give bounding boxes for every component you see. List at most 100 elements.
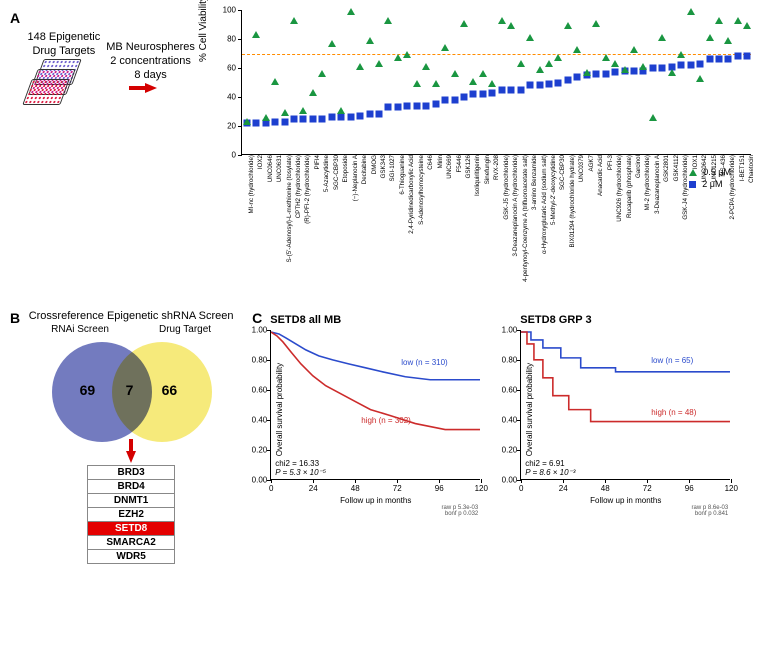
point-2um	[253, 120, 260, 127]
point-2um	[630, 67, 637, 74]
point-05um	[460, 20, 468, 27]
point-2um	[508, 86, 515, 93]
point-2um	[612, 69, 619, 76]
point-05um	[706, 34, 714, 41]
gene-row: BRD3	[88, 466, 174, 480]
point-2um	[319, 115, 326, 122]
point-05um	[611, 60, 619, 67]
point-05um	[526, 34, 534, 41]
point-05um	[639, 63, 647, 70]
km-plot: SETD8 all MB Overall survival probabilit…	[270, 314, 500, 564]
x-axis-label: MI-nc (hydrochloride)	[248, 155, 255, 213]
panel-b-label: B	[10, 310, 20, 564]
point-2um	[649, 65, 656, 72]
x-axis-label: MI-2 (hydrochloride)	[644, 155, 651, 210]
x-axis-label: Mirin	[437, 155, 444, 168]
x-axis-label: I-BET151	[739, 155, 746, 181]
point-05um	[649, 114, 657, 121]
point-2um	[697, 60, 704, 67]
point-05um	[252, 31, 260, 38]
x-axis-label: (−)-Neplanocin A	[352, 155, 359, 201]
point-2um	[272, 118, 279, 125]
x-axis-label: PFI-3	[607, 155, 614, 170]
point-2um	[678, 62, 685, 69]
point-2um	[460, 94, 467, 101]
x-axis-label: RVX-208	[493, 155, 500, 180]
x-axis-label: 5-Methyl-2'-deoxycytidine	[550, 155, 557, 225]
point-05um	[281, 109, 289, 116]
point-2um	[338, 114, 345, 121]
point-2um	[517, 86, 524, 93]
x-axis-label: GSK343	[380, 155, 387, 178]
x-axis-label: C646	[427, 155, 434, 170]
x-axis-label: Rucaparib (phosphate)	[626, 155, 633, 218]
point-2um	[659, 65, 666, 72]
point-05um	[441, 44, 449, 51]
x-axis-label: UNC926 (hydrochloride)	[616, 155, 623, 222]
x-axis-label: SGC-CBP30	[559, 155, 566, 190]
point-05um	[290, 17, 298, 24]
point-2um	[281, 118, 288, 125]
point-2um	[545, 80, 552, 87]
point-2um	[498, 86, 505, 93]
arrow-down-icon	[126, 451, 136, 463]
point-2um	[328, 114, 335, 121]
point-05um	[451, 70, 459, 77]
x-axis-label: GSK2801	[663, 155, 670, 182]
gene-row: SETD8	[88, 522, 174, 536]
point-05um	[375, 60, 383, 67]
point-2um	[423, 102, 430, 109]
point-2um	[687, 62, 694, 69]
point-05um	[687, 8, 695, 15]
point-05um	[432, 80, 440, 87]
point-05um	[592, 20, 600, 27]
point-05um	[366, 37, 374, 44]
panel-c-label: C	[252, 310, 262, 564]
point-2um	[527, 82, 534, 89]
point-05um	[734, 17, 742, 24]
point-2um	[593, 70, 600, 77]
point-05um	[621, 66, 629, 73]
x-axis-label: PlFI4	[314, 155, 321, 169]
point-05um	[658, 34, 666, 41]
x-axis-label: 3-Deazaneplanocin A	[654, 155, 661, 214]
x-axis-label: AGK7	[588, 155, 595, 172]
point-05um	[262, 114, 270, 121]
x-axis-label: Chaetocin	[748, 155, 755, 183]
point-05um	[677, 51, 685, 58]
point-05um	[347, 8, 355, 15]
gene-row: SMARCA2	[88, 536, 174, 550]
x-axis-label: 6-Thioguanine	[399, 155, 406, 195]
point-2um	[366, 111, 373, 118]
point-2um	[489, 89, 496, 96]
point-2um	[715, 56, 722, 63]
plate-icon	[27, 59, 77, 104]
legend-a: 0.5 μM 2 μM	[689, 165, 731, 191]
point-05um	[583, 69, 591, 76]
x-axis-label: 3-amino Benzamide	[531, 155, 538, 210]
point-05um	[507, 22, 515, 29]
x-axis-label: UNC669	[446, 155, 453, 179]
point-2um	[574, 73, 581, 80]
point-05um	[668, 69, 676, 76]
point-2um	[290, 115, 297, 122]
point-05um	[498, 17, 506, 24]
x-axis-label: α-Hydroxyglutaric Acid (sodium salt)	[541, 155, 548, 254]
x-axis-label: UNC0646	[267, 155, 274, 182]
panel-a-label: A	[10, 10, 20, 26]
point-2um	[734, 53, 741, 60]
point-05um	[384, 17, 392, 24]
x-axis-label: F5446	[456, 155, 463, 173]
scatter-plot: % Cell Viability 020406080100	[241, 10, 751, 155]
point-2um	[375, 111, 382, 118]
x-axis-label: Sinefungin	[484, 155, 491, 184]
point-05um	[715, 17, 723, 24]
point-2um	[706, 56, 713, 63]
x-axis-label: S-Adenosylhomocysteine	[418, 155, 425, 225]
point-2um	[451, 96, 458, 103]
point-05um	[271, 78, 279, 85]
point-2um	[536, 82, 543, 89]
x-axis-label: Etoposide	[342, 155, 349, 183]
point-2um	[309, 115, 316, 122]
point-05um	[356, 63, 364, 70]
